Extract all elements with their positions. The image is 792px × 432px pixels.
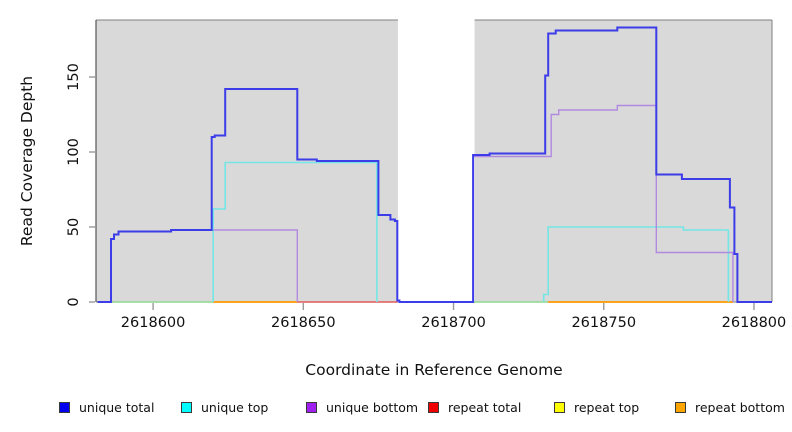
y-tick-label: 150 bbox=[66, 63, 82, 91]
y-axis-title: Read Coverage Depth bbox=[18, 75, 36, 247]
y-tick-label: 100 bbox=[66, 138, 82, 166]
legend-item-repeat-top: repeat top bbox=[554, 399, 640, 415]
legend-swatch-icon bbox=[181, 401, 192, 413]
legend-label: unique total bbox=[79, 399, 155, 415]
series-line-unique-top bbox=[542, 226, 730, 302]
region-gap-uncovered bbox=[397, 20, 475, 302]
x-tick-label: 2618750 bbox=[571, 315, 637, 331]
series-line-unique-top bbox=[212, 161, 378, 302]
x-axis-title: Coordinate in Reference Genome bbox=[305, 361, 563, 379]
legend-item-unique-bottom: unique bottom bbox=[306, 399, 419, 415]
series-line-unique-total bbox=[97, 26, 772, 303]
x-tick-label: 2618700 bbox=[421, 315, 486, 331]
legend-swatch-icon bbox=[554, 401, 565, 413]
series-line-unique-bottom bbox=[213, 229, 298, 302]
legend-label: repeat top bbox=[574, 399, 640, 415]
legend-item-repeat-bottom: repeat bottom bbox=[675, 399, 785, 415]
legend-item-unique-total: unique total bbox=[59, 399, 155, 415]
legend-label: unique top bbox=[201, 399, 269, 415]
legend-swatch-icon bbox=[675, 401, 686, 413]
legend-label: repeat bottom bbox=[695, 399, 785, 415]
legend-label: repeat total bbox=[448, 399, 522, 415]
legend-item-repeat-total: repeat total bbox=[428, 399, 522, 415]
legend-swatch-icon bbox=[428, 401, 439, 413]
legend-swatch-icon bbox=[306, 401, 317, 413]
legend-item-unique-top: unique top bbox=[181, 399, 269, 415]
region-covered-right bbox=[474, 20, 772, 302]
x-tick-label: 2618650 bbox=[271, 315, 336, 331]
y-tick-label: 50 bbox=[66, 217, 82, 237]
legend-swatch-icon bbox=[59, 401, 70, 413]
legend-label: unique bottom bbox=[326, 399, 419, 415]
series-line-unique-bottom bbox=[472, 104, 734, 302]
x-tick-label: 2618600 bbox=[120, 315, 186, 331]
y-tick-label: 0 bbox=[66, 297, 82, 307]
x-tick-label: 2618800 bbox=[721, 315, 787, 331]
